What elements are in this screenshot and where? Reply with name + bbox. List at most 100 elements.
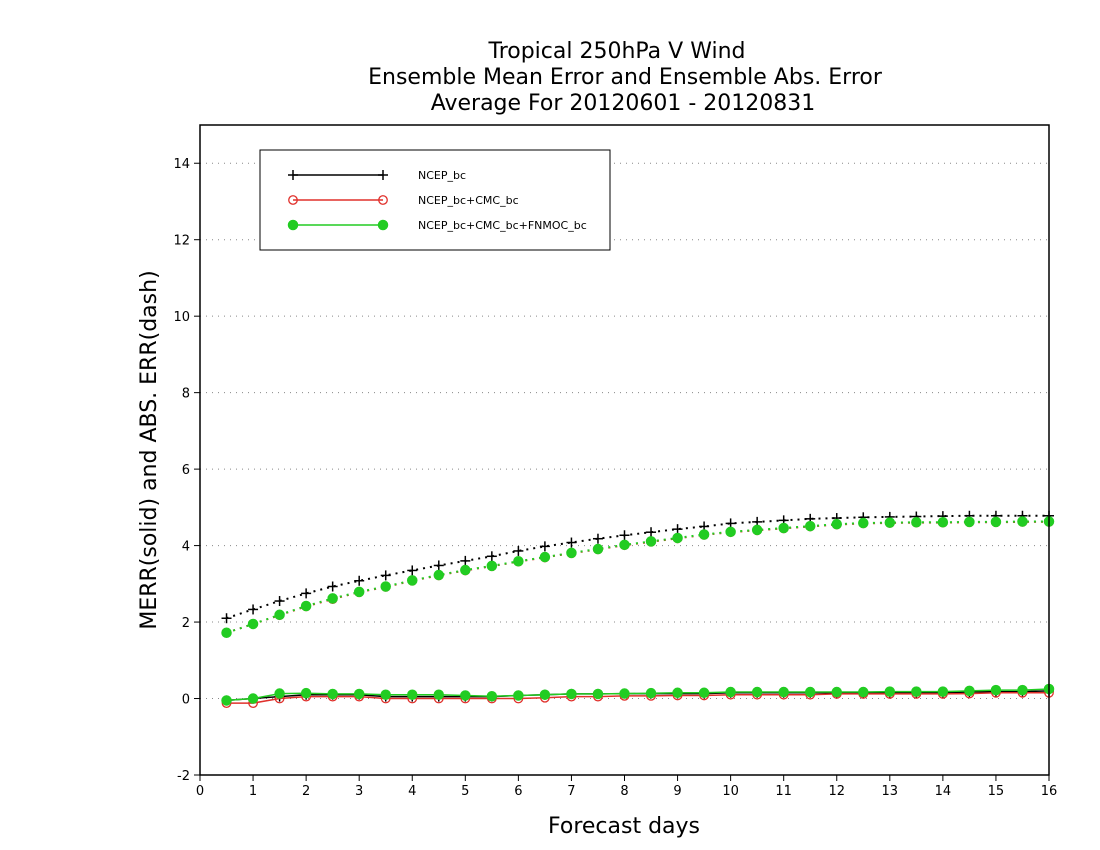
filled-circle-marker (1017, 684, 1028, 696)
plus-marker (619, 530, 630, 541)
filled-circle-marker (858, 517, 869, 529)
x-tick-label: 5 (461, 784, 469, 799)
x-tick-label: 7 (567, 784, 575, 799)
plus-marker (433, 560, 444, 571)
filled-circle-marker (221, 627, 232, 639)
plus-marker (672, 524, 683, 535)
filled-circle-marker (407, 689, 418, 700)
filled-circle-marker (327, 688, 338, 700)
filled-circle-marker (513, 556, 524, 567)
plus-marker (486, 551, 497, 562)
filled-circle-marker (460, 564, 471, 576)
filled-circle-marker (566, 547, 577, 559)
filled-circle-marker (831, 686, 842, 698)
y-axis-label: MERR(solid) and ABS. ERR(dash) (137, 270, 162, 629)
x-tick-label: 9 (673, 784, 681, 799)
filled-circle-marker (831, 518, 842, 530)
filled-circle-marker (274, 609, 285, 621)
plus-marker (248, 604, 259, 615)
y-tick-label: 0 (182, 693, 190, 708)
filled-circle-marker (725, 686, 736, 698)
filled-circle-marker (377, 219, 389, 231)
legend-entry-2: NCEP_bc+CMC_bc+FNMOC_bc (287, 219, 587, 232)
filled-circle-marker (778, 686, 789, 698)
series-1 (221, 516, 1054, 709)
filled-circle-marker (380, 689, 391, 700)
filled-circle-marker (486, 690, 498, 702)
y-tick-label: 10 (173, 310, 190, 325)
filled-circle-marker (911, 686, 922, 697)
filled-circle-marker (592, 543, 604, 555)
filled-circle-marker (645, 536, 657, 547)
legend-label: NCEP_bc (418, 169, 466, 182)
filled-circle-marker (486, 560, 498, 572)
x-tick-label: 12 (828, 784, 845, 799)
abs-err-line (226, 520, 1049, 634)
x-tick-label: 1 (249, 784, 257, 799)
grid-lines (200, 162, 1049, 776)
x-tick-label: 11 (775, 784, 792, 799)
x-tick-label: 16 (1041, 784, 1058, 799)
legend-label: NCEP_bc+CMC_bc (418, 194, 519, 207)
plus-marker (592, 533, 603, 544)
plus-marker (513, 545, 524, 556)
x-tick-label: 4 (408, 784, 416, 799)
filled-circle-marker (858, 686, 869, 698)
y-tick-label: 14 (173, 157, 190, 172)
legend-entry-0: NCEP_bc (288, 169, 466, 182)
y-tick-label: 12 (173, 234, 190, 249)
series-0 (221, 510, 1054, 706)
plus-marker (354, 575, 365, 586)
open-circle-marker (288, 195, 298, 205)
abs-err-line (226, 514, 1049, 620)
plus-marker (407, 565, 418, 576)
filled-circle-marker (751, 686, 763, 698)
filled-circle-marker (751, 524, 763, 536)
plot-series (221, 510, 1055, 709)
x-axis-label: Forecast days (548, 814, 700, 839)
plus-marker (460, 555, 471, 566)
open-circle-marker (378, 195, 388, 205)
x-tick-label: 6 (514, 784, 522, 799)
plus-marker (327, 581, 338, 592)
plus-marker (539, 541, 550, 552)
plus-marker (380, 570, 391, 581)
filled-circle-marker (274, 688, 285, 699)
filled-circle-marker (300, 600, 312, 612)
y-tick-label: 8 (182, 387, 190, 402)
legend: NCEP_bc NCEP_bc+CMC_bc NCEP_bc+CMC_bc+FNMO… (259, 149, 611, 251)
filled-circle-marker (539, 551, 551, 563)
series-2 (221, 516, 1055, 706)
y-tick-label: 4 (182, 540, 190, 555)
filled-circle-marker (964, 516, 975, 528)
filled-circle-marker (539, 689, 551, 700)
plus-marker (566, 537, 577, 548)
filled-circle-marker (433, 569, 445, 581)
plus-marker (378, 170, 388, 180)
legend-entry-1: NCEP_bc+CMC_bc (288, 194, 519, 207)
filled-circle-marker (990, 516, 1002, 528)
filled-circle-marker (1017, 516, 1028, 527)
filled-circle-marker (407, 575, 418, 586)
filled-circle-marker (300, 687, 312, 699)
y-tick-label: 6 (182, 463, 190, 478)
x-tick-label: 0 (196, 784, 204, 799)
filled-circle-marker (380, 581, 391, 592)
filled-circle-marker (672, 687, 683, 699)
filled-circle-marker (804, 686, 816, 698)
y-tick-label: 2 (182, 616, 190, 631)
x-tick-label: 10 (722, 784, 739, 799)
filled-circle-marker (619, 688, 630, 699)
filled-circle-marker (460, 690, 471, 701)
filled-circle-marker (566, 688, 577, 700)
filled-circle-marker (353, 586, 365, 598)
filled-circle-marker (247, 693, 259, 704)
filled-circle-marker (990, 684, 1002, 696)
filled-circle-marker (592, 688, 604, 700)
legend-label: NCEP_bc+CMC_bc+FNMOC_bc (418, 219, 587, 232)
abs-err-line (226, 520, 1049, 634)
chart-title-line-3: Average For 20120601 - 20120831 (431, 91, 816, 116)
plus-marker (646, 527, 657, 538)
plus-marker (221, 613, 232, 624)
